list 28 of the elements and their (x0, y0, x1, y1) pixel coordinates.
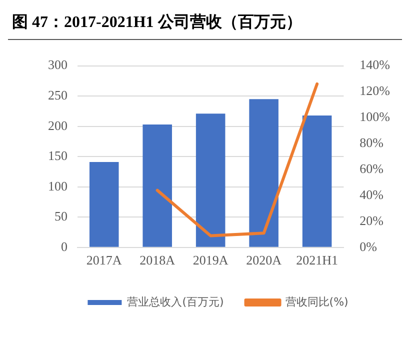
chart-title: 图 47：2017-2021H1 公司营收（百万元） (8, 8, 402, 40)
y-tick-label: 50 (54, 208, 68, 224)
x-tick-label: 2021H1 (296, 252, 338, 268)
legend-label: 营业总收入(百万元) (127, 295, 224, 308)
bar (302, 115, 332, 247)
bar (142, 124, 172, 247)
y2-tick-label: 0% (360, 238, 378, 254)
y-tick-label: 200 (48, 118, 68, 133)
y2-tick-label: 140% (360, 57, 390, 72)
bar (196, 114, 226, 247)
y-tick-label: 250 (48, 87, 68, 102)
y2-tick-label: 40% (360, 186, 384, 202)
y2-tick-label: 100% (360, 109, 390, 124)
x-tick-label: 2020A (246, 252, 282, 268)
y2-tick-label: 20% (360, 212, 384, 228)
x-tick-label: 2017A (86, 252, 122, 268)
y-tick-label: 150 (48, 148, 68, 164)
legend-label: 营收同比(%) (285, 295, 348, 308)
y2-tick-label: 120% (360, 83, 390, 98)
x-tick-label: 2018A (140, 252, 176, 268)
y-tick-label: 300 (48, 57, 68, 72)
y-tick-label: 0 (61, 238, 68, 254)
y-tick-label: 100 (48, 178, 68, 194)
bar (249, 99, 278, 247)
y2-tick-label: 60% (360, 160, 384, 176)
x-tick-label: 2019A (192, 252, 229, 268)
bar (89, 162, 119, 247)
y2-tick-label: 80% (360, 135, 384, 150)
